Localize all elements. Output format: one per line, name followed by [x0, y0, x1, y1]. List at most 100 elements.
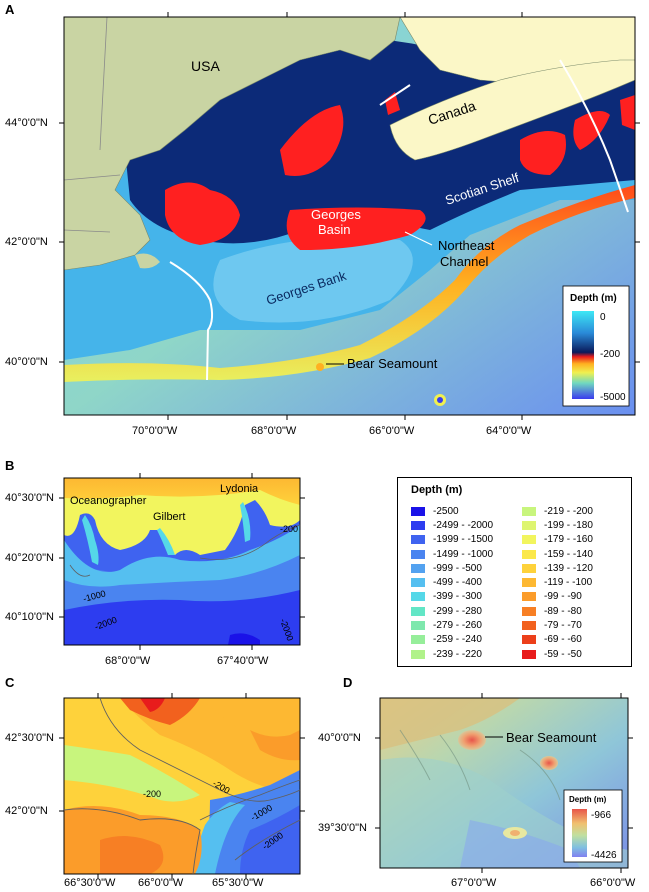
depth-legend-label: -79 - -70 [544, 620, 582, 632]
a-lat-42: 42°0'0"N [5, 236, 48, 248]
c-lat-1: 42°30'0"N [5, 732, 54, 744]
c-lon-3: 65°30'0"W [212, 877, 264, 889]
depth-legend-label: -2500 [433, 505, 459, 517]
b-lon-2: 67°40'0"W [217, 655, 269, 667]
b-lon-1: 68°0'0"W [105, 655, 151, 667]
panel-d-letter: D [343, 675, 353, 690]
depth-legend-swatch [522, 606, 536, 616]
depth-legend-label: -399 - -300 [433, 591, 482, 603]
b-lat-2: 40°20'0"N [5, 552, 54, 564]
c-lon-1: 66°30'0"W [64, 877, 116, 889]
a-lon-70: 70°0'0"W [132, 425, 178, 437]
depth-legend-row: -139 - -120 [522, 561, 593, 575]
depth-legend-row: -499 - -400 [411, 575, 493, 589]
depth-legend-label: -139 - -120 [544, 562, 593, 574]
depth-legend-swatch [522, 535, 536, 545]
depth-legend-label: -999 - -500 [433, 562, 482, 574]
d-lat-2: 39°30'0"N [318, 822, 367, 834]
panel-c-map: -200 -200 -1000 -2000 [59, 693, 305, 879]
legend-d-top: -966 [591, 810, 611, 821]
label-northeast-2: Channel [440, 254, 489, 269]
depth-legend-row: -1999 - -1500 [411, 533, 493, 547]
a-lat-44: 44°0'0"N [5, 117, 48, 129]
depth-legend-label: -89 - -80 [544, 605, 582, 617]
depth-legend-label: -99 - -90 [544, 591, 582, 603]
depth-legend-row: -119 - -100 [522, 575, 593, 589]
depth-legend-row: -259 - -240 [411, 633, 493, 647]
depth-legend-swatch [522, 649, 536, 659]
label-georges-basin-2: Basin [318, 222, 351, 237]
depth-legend-row: -239 - -220 [411, 647, 493, 661]
depth-legend-row: -179 - -160 [522, 533, 593, 547]
depth-legend-swatch [411, 520, 425, 530]
a-lat-40: 40°0'0"N [5, 356, 48, 368]
depth-legend-swatch [522, 635, 536, 645]
depth-legend-row: -99 - -90 [522, 590, 593, 604]
label-bear-seamount-a: Bear Seamount [347, 356, 438, 371]
label-northeast-1: Northeast [438, 238, 495, 253]
depth-legend-row: -159 - -140 [522, 547, 593, 561]
d-lon-2: 66°0'0"W [590, 877, 636, 889]
depth-legend-row: -2499 - -2000 [411, 518, 493, 532]
b-lat-1: 40°30'0"N [5, 492, 54, 504]
panel-d-map: Bear Seamount Depth (m) -966 -4426 [375, 693, 633, 873]
label-georges-basin-1: Georges [311, 207, 361, 222]
depth-legend-row: -59 - -50 [522, 647, 593, 661]
depth-legend-label: -159 - -140 [544, 548, 593, 560]
depth-legend-row: -89 - -80 [522, 604, 593, 618]
depth-legend-swatch [411, 506, 425, 516]
depth-legend-swatch [522, 563, 536, 573]
depth-legend-swatch [411, 578, 425, 588]
panel-a-legend: Depth (m) 0 -200 -5000 [562, 285, 630, 407]
d-label-bear-seamount: Bear Seamount [506, 730, 597, 745]
depth-legend-row: -69 - -60 [522, 633, 593, 647]
depth-legend-swatch [522, 592, 536, 602]
d-lon-1: 67°0'0"W [451, 877, 497, 889]
depth-legend-label: -499 - -400 [433, 577, 482, 589]
c-contour-200a: -200 [143, 789, 161, 799]
b-contour-200: -200 [280, 524, 298, 534]
depth-legend-label: -259 - -240 [433, 634, 482, 646]
depth-legend-swatch [522, 520, 536, 530]
b-lat-3: 40°10'0"N [5, 611, 54, 623]
depth-legend-label: -59 - -50 [544, 648, 582, 660]
depth-legend-row: -2500 [411, 504, 493, 518]
depth-legend-swatch [411, 621, 425, 631]
d-lat-1: 40°0'0"N [318, 732, 361, 744]
depth-legend-row: -79 - -70 [522, 618, 593, 632]
depth-legend-label: -299 - -280 [433, 605, 482, 617]
depth-legend-title: Depth (m) [411, 484, 463, 496]
depth-legend-label: -1499 - -1000 [433, 548, 494, 560]
depth-legend-swatch [522, 621, 536, 631]
a-lon-66: 66°0'0"W [369, 425, 415, 437]
legend-a-mid: -200 [600, 349, 620, 360]
legend-a-title: Depth (m) [570, 293, 617, 304]
label-usa: USA [191, 58, 220, 74]
depth-legend-swatch [411, 635, 425, 645]
depth-legend-label: -69 - -60 [544, 634, 582, 646]
depth-legend-swatch [411, 535, 425, 545]
panel-a-map: USA Canada Scotian Shelf Georges Basin N… [59, 12, 640, 420]
panel-b-map: -200 -1000 -2000 -2000 Oceanographer Gil… [59, 473, 305, 650]
depth-legend-row: -279 - -260 [411, 618, 493, 632]
panel-a-letter: A [5, 2, 15, 17]
depth-legend-label: -179 - -160 [544, 534, 593, 546]
b-label-oceanographer: Oceanographer [70, 495, 147, 507]
a-lon-68: 68°0'0"W [251, 425, 297, 437]
depth-legend-swatch [411, 649, 425, 659]
panel-b-letter: B [5, 458, 15, 473]
panel-d-legend: Depth (m) -966 -4426 [563, 789, 623, 863]
depth-legend-swatch [411, 549, 425, 559]
legend-a-bottom: -5000 [600, 392, 626, 403]
panel-c-letter: C [5, 675, 15, 690]
depth-legend-swatch [411, 563, 425, 573]
depth-legend-row: -999 - -500 [411, 561, 493, 575]
depth-legend-swatch [411, 592, 425, 602]
depth-legend-label: -239 - -220 [433, 648, 482, 660]
depth-legend-swatch [522, 578, 536, 588]
depth-legend-label: -2499 - -2000 [433, 519, 494, 531]
depth-legend-label: -199 - -180 [544, 519, 593, 531]
depth-legend: Depth (m) -2500 -2499 - -2000 -1999 - -150… [397, 477, 632, 667]
legend-d-bottom: -4426 [591, 850, 617, 861]
depth-legend-label: -279 - -260 [433, 620, 482, 632]
